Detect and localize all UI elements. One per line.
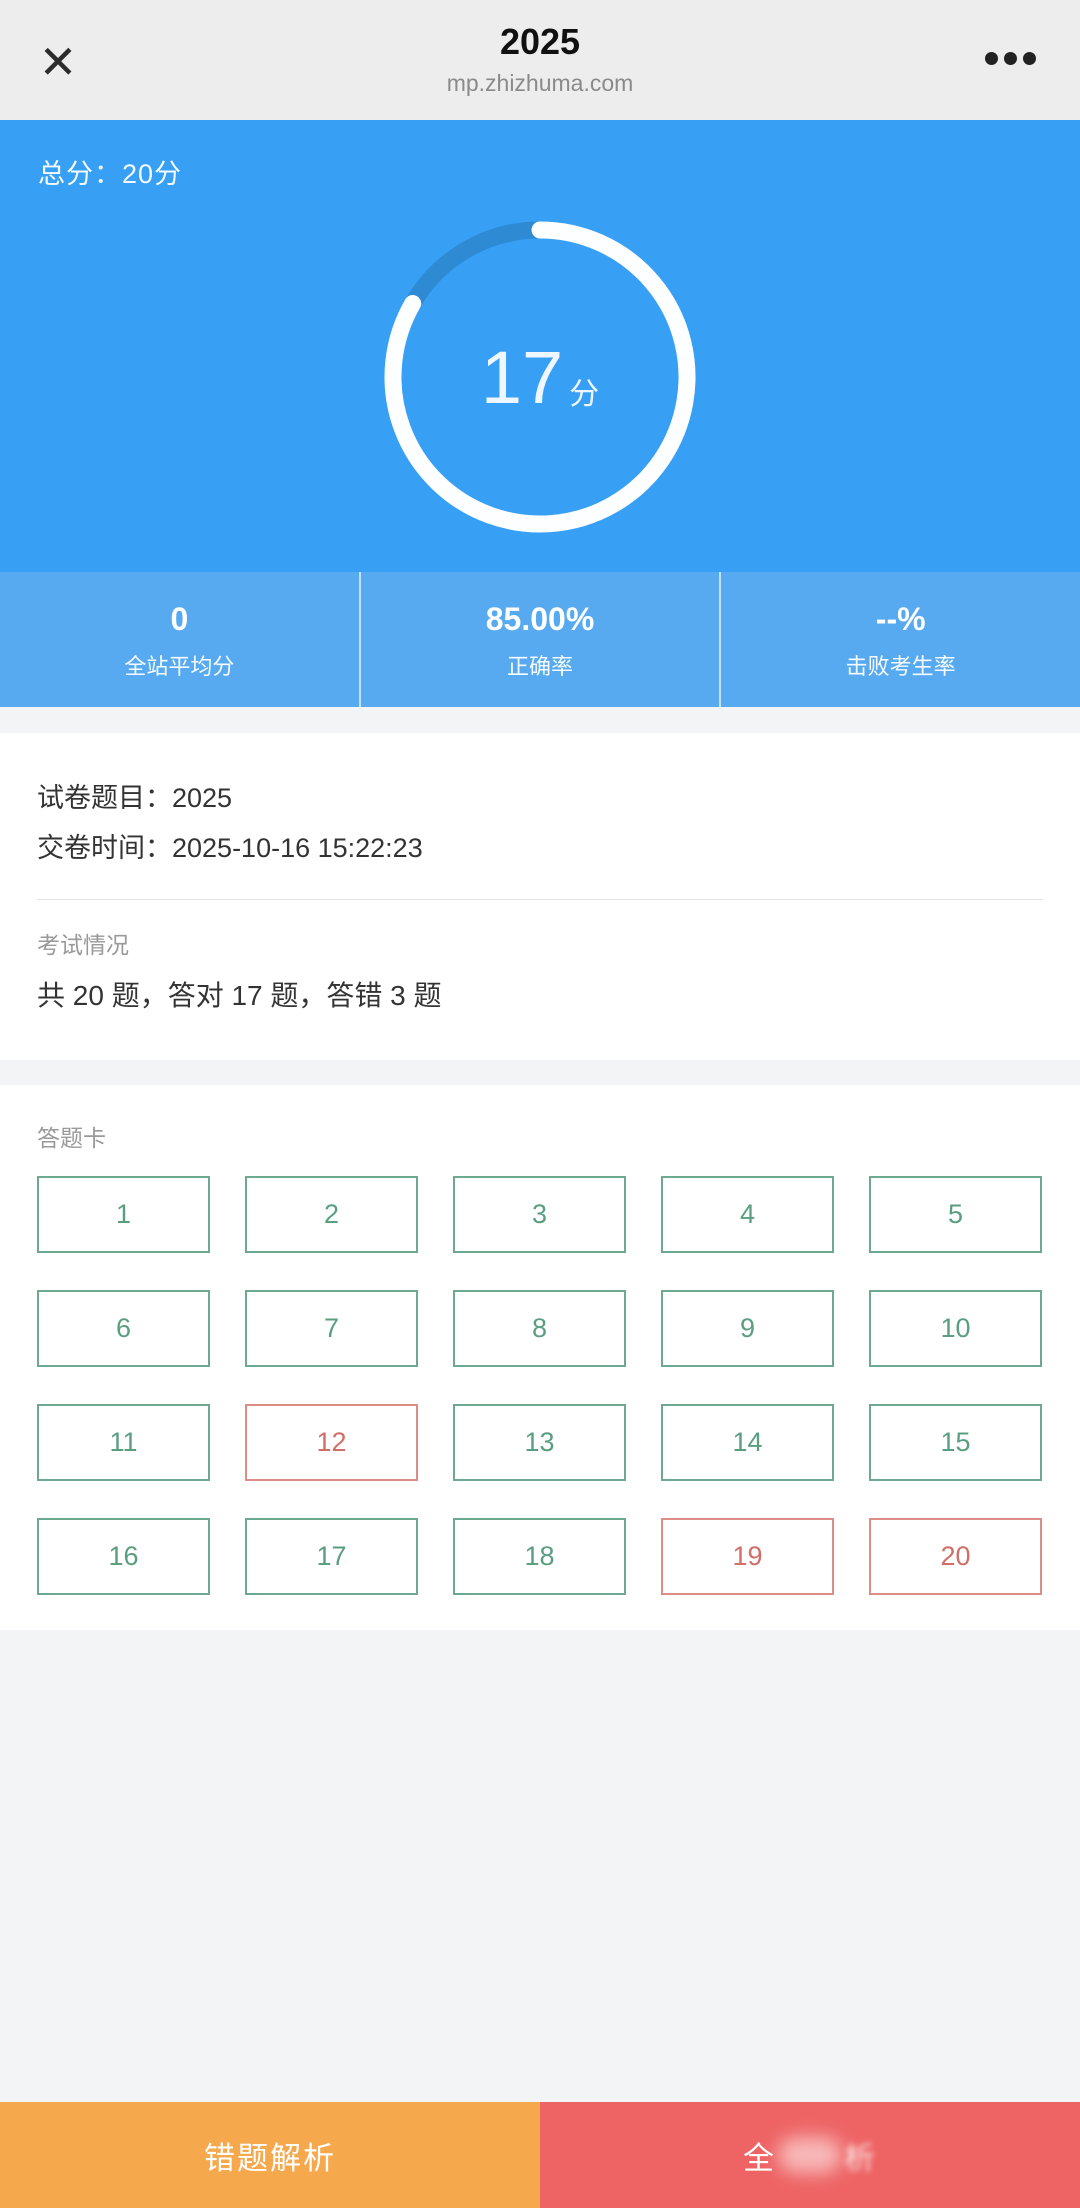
question-cell-7[interactable]: 7 [245,1290,418,1367]
question-cell-16[interactable]: 16 [37,1518,210,1595]
answer-grid: 1 2 3 4 5 6 7 8 9 10 11 12 13 14 15 16 17 18 19 20 [37,1176,1043,1595]
stat-item: --% 击败考生率 [719,572,1080,707]
question-cell-11[interactable]: 11 [37,1404,210,1481]
exam-summary: 共 20 题，答对 17 题，答错 3 题 [37,980,442,1011]
score-display: 17 分 [370,207,710,547]
question-cell-5[interactable]: 5 [869,1176,1042,1253]
total-score-label: 总分：20分 [38,159,183,189]
question-cell-17[interactable]: 17 [245,1518,418,1595]
full-analysis-label-suffix: 析 [844,2140,877,2176]
question-cell-19[interactable]: 19 [661,1518,834,1595]
stat-value: 85.00% [485,600,595,637]
header-center: 2025 mp.zhizhuma.com [0,0,1080,97]
stat-label: 击败考生率 [845,653,956,679]
paper-info-card: 试卷题目：2025 交卷时间：2025-10-16 15:22:23 考试情况 … [0,733,1080,1060]
exam-status-label: 考试情况 [37,932,129,958]
full-analysis-button[interactable]: 全 析 [540,2102,1080,2208]
question-cell-10[interactable]: 10 [869,1290,1042,1367]
question-cell-1[interactable]: 1 [37,1176,210,1253]
question-cell-18[interactable]: 18 [453,1518,626,1595]
ring-progress-arc [384,221,696,533]
section-gap [0,1060,1080,1085]
question-cell-14[interactable]: 14 [661,1404,834,1481]
close-icon[interactable]: ✕ [38,36,78,88]
answer-card: 答题卡 1 2 3 4 5 6 7 8 9 10 11 12 13 14 15 16 17 18 19 20 [0,1085,1080,1630]
stat-label: 正确率 [507,653,574,679]
footer-bar: 错题解析 全 析 [0,2102,1080,2208]
stats-band: 0 全站平均分 85.00% 正确率 --% 击败考生率 [0,572,1080,707]
score-value: 17 [480,335,564,419]
score-unit: 分 [569,378,600,411]
question-cell-13[interactable]: 13 [453,1404,626,1481]
question-cell-3[interactable]: 3 [453,1176,626,1253]
stat-item: 0 全站平均分 [0,572,359,707]
question-cell-12[interactable]: 12 [245,1404,418,1481]
stat-value: --% [875,600,926,637]
score-hero: 总分：20分 17 分 [0,120,1080,572]
full-analysis-label-prefix: 全 [743,2140,776,2176]
paper-title-line: 试卷题目：2025 [37,783,233,813]
stat-value: 0 [170,600,189,637]
question-cell-4[interactable]: 4 [661,1176,834,1253]
question-cell-20[interactable]: 20 [869,1518,1042,1595]
question-cell-2[interactable]: 2 [245,1176,418,1253]
divider-line [37,899,1043,900]
section-gap [0,707,1080,733]
wrong-answer-analysis-button[interactable]: 错题解析 [0,2102,540,2208]
submit-time-line: 交卷时间：2025-10-16 15:22:23 [37,833,423,863]
stat-item: 85.00% 正确率 [358,572,720,707]
three-dots-menu-icon[interactable] [985,52,1036,65]
bottom-filler [0,1630,1080,2102]
ring-track-arc [404,221,549,312]
page-url: mp.zhizhuma.com [446,70,634,96]
page-title: 2025 [499,21,581,62]
stat-label: 全站平均分 [124,653,235,679]
browser-header: ✕ 2025 mp.zhizhuma.com [0,0,1080,120]
score-progress-ring: 17 分 [370,207,710,547]
question-cell-9[interactable]: 9 [661,1290,834,1367]
answer-card-label: 答题卡 [37,1125,106,1151]
question-cell-6[interactable]: 6 [37,1290,210,1367]
question-cell-8[interactable]: 8 [453,1290,626,1367]
progress-ring-svg [384,221,696,533]
question-cell-15[interactable]: 15 [869,1404,1042,1481]
censored-smudge [778,2137,842,2173]
